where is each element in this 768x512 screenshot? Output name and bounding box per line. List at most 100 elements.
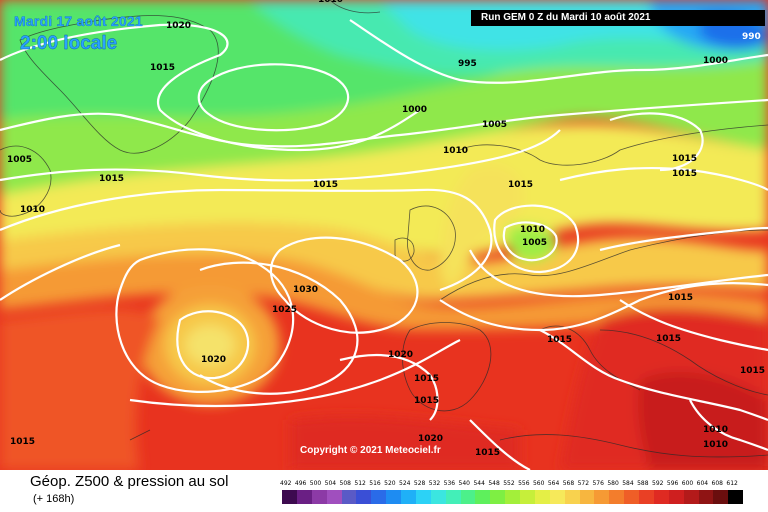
- color-scale-swatch: [311, 490, 327, 504]
- legend-panel: Géop. Z500 & pression au sol (+ 168h) 49…: [0, 470, 768, 512]
- color-scale-label: 548: [488, 480, 500, 487]
- color-scale-label: 512: [354, 480, 366, 487]
- color-scale-label: 524: [399, 480, 411, 487]
- color-scale-swatch: [475, 490, 491, 504]
- color-scale: 492 496 500 504 508 512 516 520 524 528 532 536 540 5…: [280, 480, 752, 504]
- color-scale-label: 596: [666, 480, 679, 487]
- color-scale-swatch: [534, 490, 550, 504]
- copyright-notice: Copyright © 2021 Meteociel.fr: [300, 445, 441, 456]
- isobar-label: 1015: [508, 180, 534, 190]
- isobar-label: 1020: [388, 350, 414, 360]
- color-scale-swatch: [371, 490, 387, 504]
- isobar-label: 1015: [10, 437, 36, 447]
- model-run-banner: Run GEM 0 Z du Mardi 10 août 2021: [471, 10, 765, 26]
- isobar-label: 1000: [402, 105, 428, 115]
- color-scale-swatch: [386, 490, 401, 504]
- isobar-label: 1015: [547, 335, 573, 345]
- color-scale-label: 536: [443, 480, 456, 487]
- color-scale-label: 552: [503, 480, 515, 487]
- color-scale-label: 516: [369, 480, 381, 487]
- isobar-label: 1015: [313, 180, 339, 190]
- color-scale-label: 540: [458, 480, 470, 487]
- isobar-label: 1000: [703, 56, 729, 66]
- isobar-label: 1015: [668, 293, 694, 303]
- color-scale-swatch: [579, 490, 595, 504]
- color-scale-label: 576: [592, 480, 604, 487]
- color-scale-label: 520: [384, 480, 396, 487]
- geopotential-field: [0, 0, 768, 470]
- color-scale-swatch: [430, 490, 446, 504]
- color-scale-swatch: [594, 490, 610, 504]
- color-scale-label: 580: [607, 480, 619, 487]
- isobar-label: 1015: [99, 174, 125, 184]
- color-scale-swatch: [668, 490, 684, 504]
- isobar-label: 1015: [672, 169, 698, 179]
- isobar-label: 1010: [703, 440, 729, 450]
- isobar-label: 1010: [443, 146, 469, 156]
- color-scale-swatch: [698, 490, 714, 504]
- color-scale-swatch: [713, 490, 729, 504]
- weather-map: 1020 1010 1015 995 1000 990 1000 1005 10…: [0, 0, 768, 470]
- color-scale-swatch: [490, 490, 506, 504]
- color-scale-label: 496: [294, 480, 307, 487]
- color-scale-label: 584: [622, 480, 634, 487]
- color-scale-label: 528: [413, 480, 426, 487]
- color-scale-swatch: [728, 490, 744, 504]
- color-scale-swatch: [653, 490, 669, 504]
- isobar-label: 1015: [475, 448, 501, 458]
- color-scale-label: 556: [518, 480, 530, 487]
- color-scale-label: 492: [280, 480, 292, 487]
- isobar-label: 1015: [414, 374, 440, 384]
- isobar-label: 1020: [201, 355, 227, 365]
- color-scale-label: 560: [532, 480, 545, 487]
- color-scale-label: 588: [637, 480, 649, 487]
- isobar-label: 1005: [482, 120, 508, 130]
- color-scale-swatch: [326, 490, 342, 504]
- isobar-label: 1020: [166, 21, 192, 31]
- isobar-label: 1015: [740, 366, 766, 376]
- color-scale-label: 600: [681, 480, 694, 487]
- isobar-label: 1015: [414, 396, 440, 406]
- color-scale-labels: 492 496 500 504 508 512 516 520 524 528 532 536 540 5…: [280, 480, 752, 488]
- color-scale-swatch: [609, 490, 625, 504]
- color-scale-swatch: [505, 490, 520, 504]
- color-scale-bar: [282, 490, 744, 504]
- color-scale-label: 568: [562, 480, 575, 487]
- color-scale-swatch: [341, 490, 357, 504]
- isobar-label: 1015: [672, 154, 698, 164]
- color-scale-label: 500: [309, 480, 322, 487]
- isobar-label: 995: [458, 59, 477, 69]
- isobar-label: 1010: [703, 425, 729, 435]
- isobar-label: 1020: [418, 434, 444, 444]
- color-scale-swatch: [639, 490, 654, 504]
- color-scale-swatch: [520, 490, 535, 504]
- color-scale-label: 608: [711, 480, 723, 487]
- color-scale-label: 564: [547, 480, 560, 487]
- coastlines: [0, 0, 768, 458]
- legend-title: Géop. Z500 & pression au sol: [30, 473, 229, 490]
- isobar-label: 1010: [520, 225, 546, 235]
- forecast-time: 2:00 locale: [20, 33, 118, 54]
- color-scale-label: 532: [428, 480, 441, 487]
- isobar-label: 1005: [7, 155, 33, 165]
- isobar-label: 1030: [293, 285, 319, 295]
- color-scale-swatch: [296, 490, 312, 504]
- isobar-label: 990: [742, 32, 761, 42]
- isobar-label: 1005: [522, 238, 548, 248]
- color-scale-swatch: [624, 490, 639, 504]
- color-scale-swatch: [282, 490, 297, 504]
- color-scale-swatch: [401, 490, 416, 504]
- isobar-label: 1010: [318, 0, 344, 5]
- isobar-label: 1025: [272, 305, 298, 315]
- color-scale-label: 508: [339, 480, 351, 487]
- isobar-label: 1010: [20, 205, 46, 215]
- isobar-label: 1015: [150, 63, 176, 73]
- color-scale-swatch: [460, 490, 476, 504]
- color-scale-swatch: [356, 490, 372, 504]
- color-scale-swatch: [549, 490, 565, 504]
- color-scale-swatch: [564, 490, 580, 504]
- color-scale-label: 544: [473, 480, 485, 487]
- color-scale-swatch: [415, 490, 431, 504]
- color-scale-label: 592: [652, 480, 664, 487]
- color-scale-label: 572: [577, 480, 590, 487]
